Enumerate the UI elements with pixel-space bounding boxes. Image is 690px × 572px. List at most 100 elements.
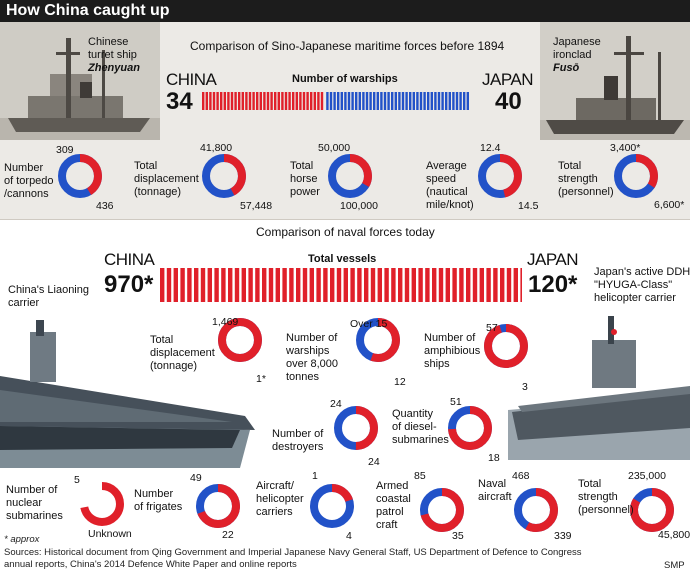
vessels-china-bar-17 [268, 268, 274, 302]
warships-japan-bar-40 [466, 92, 469, 110]
vessels-china-bar-13 [241, 268, 246, 302]
modern-donut-7-china-value: 49 [190, 472, 202, 484]
modern-donut-3 [484, 324, 528, 368]
modern-donut-1-label-line: (tonnage) [150, 360, 198, 372]
japan-warships-value: 40 [495, 88, 522, 115]
modern-donut-2-label-line: Number of [286, 332, 338, 344]
vessels-china-bar-38 [411, 268, 416, 302]
warships-china-bar-3 [209, 92, 212, 110]
credit: SMP [664, 560, 685, 571]
warships-japan-bar-12 [365, 92, 369, 110]
modern-donut-8-label-line: Aircraft/ [256, 480, 294, 492]
warships-japan-bar-21 [398, 92, 401, 110]
historic-donut-1-japan-value: 436 [96, 200, 114, 212]
historic-donut-2-china-slice [202, 154, 246, 198]
modern-donut-5-label-line: of diesel- [392, 421, 437, 433]
japan-vessels-value: 120* [528, 271, 578, 298]
page-title: How China caught up [0, 0, 690, 22]
zhenyuan-photo [0, 22, 160, 140]
zhenyuan-caption: Chinese turret ship Zhenyuan [88, 36, 168, 75]
warships-china-bar-10 [234, 92, 237, 110]
modern-donut-7-label: Number of frigates [134, 488, 182, 514]
vessels-china-bar-53 [513, 268, 518, 302]
vessels-china-bar-25 [323, 268, 328, 302]
warships-japan-bar-23 [405, 92, 408, 110]
modern-donut-4-label-line: destroyers [272, 441, 324, 453]
modern-donut-1-china-slice [218, 318, 262, 362]
modern-donut-4 [334, 406, 378, 450]
warships-japan-bar-4 [337, 92, 340, 110]
modern-donut-11-label-line: (personnel) [578, 504, 634, 516]
modern-donut-9-china-value: 85 [414, 470, 426, 482]
vessels-china-bar-7 [200, 268, 206, 302]
warships-japan-bar-24 [409, 92, 412, 110]
warships-japan-bar-32 [437, 92, 441, 110]
modern-donut-8-china-slice [310, 484, 354, 528]
warships-china-bar-4 [212, 92, 216, 110]
modern-donut-5 [448, 406, 492, 450]
warships-japan-bar-15 [376, 92, 379, 110]
warships-china-bar-7 [223, 92, 226, 110]
modern-donut-10-china-value: 468 [512, 470, 530, 482]
modern-donut-6-label-line: Number of [6, 484, 58, 496]
modern-donut-4-china-slice [334, 406, 378, 450]
vessels-china-bar-9 [214, 268, 219, 302]
warships-china-bar-17 [259, 92, 262, 110]
vessels-china-bar-1 [160, 268, 165, 302]
vessels-heading: Total vessels [308, 253, 377, 265]
modern-donut-7 [196, 484, 240, 528]
fuso-photo [540, 22, 690, 140]
vessels-china-bar-12 [234, 268, 240, 302]
modern-donut-2-label: Number of warships over 8,000 tonnes [286, 332, 338, 384]
historic-donut-1-label-line: of torpedo [4, 175, 54, 187]
sources: Sources: Historical document from Qing G… [4, 547, 644, 570]
historic-donut-2-japan-value: 57,448 [240, 200, 273, 212]
warships-japan-bar-38 [459, 92, 462, 110]
sources-line2: annual reports, China's 2014 Defence Whi… [4, 558, 297, 570]
historic-donut-3-label-line: Total [290, 160, 314, 172]
modern-donut-10-japan-value: 339 [554, 530, 572, 542]
warships-japan-bar-36 [452, 92, 455, 110]
modern-donut-2-label-line: over 8,000 [286, 358, 338, 370]
modern-donut-11-label-line: strength [578, 491, 618, 503]
vessels-china-bar-34 [384, 268, 389, 302]
modern-donut-9-label: Armed coastal patrol craft [376, 480, 411, 532]
modern-donut-8-japan-value: 4 [346, 530, 352, 542]
warships-japan-bar-6 [344, 92, 347, 110]
vessels-china-bar-43 [445, 268, 450, 302]
modern-heading: Comparison of naval forces today [256, 225, 435, 239]
historic-donut-3-china-value: 50,000 [318, 142, 351, 154]
modern-donut-7-label-line: Number [134, 488, 174, 500]
historic-donut-2-label-line: (tonnage) [134, 186, 182, 198]
vessels-china-bar-21 [296, 268, 301, 302]
historic-donut-5-label-line: (personnel) [558, 186, 614, 198]
vessels-china-bar-36 [398, 268, 403, 302]
warships-china-bar-8 [227, 92, 230, 110]
historic-donut-1 [58, 154, 102, 198]
vessels-china-bar-18 [275, 268, 280, 302]
modern-donut-9-label-line: patrol [376, 506, 404, 518]
footnote: * approx [4, 534, 40, 545]
sources-line1: Sources: Historical document from Qing G… [4, 547, 582, 558]
modern-donut-6-china-value: 5 [74, 474, 80, 486]
modern-donut-6-label-line: nuclear [6, 497, 43, 509]
warships-japan-bar-34 [445, 92, 448, 110]
fuso-caption-line2: ironclad [553, 49, 592, 61]
modern-donut-8-label-line: carriers [256, 506, 293, 518]
modern-donut-4-japan-value: 24 [368, 456, 380, 468]
liaoning-caption-line1: China's Liaoning [8, 284, 89, 296]
vessels-china-bar-16 [262, 268, 267, 302]
warships-china-bar-29 [302, 92, 306, 110]
modern-donut-4-china-value: 24 [330, 398, 342, 410]
warships-china-bar-25 [288, 92, 291, 110]
historic-donut-3-label-line: horse [290, 173, 318, 185]
warships-china-bar-16 [256, 92, 259, 110]
vessels-china-bar-22 [302, 268, 308, 302]
modern-donut-3-label-line: ships [424, 358, 450, 370]
warships-japan-bar-17 [383, 92, 387, 110]
modern-donut-3-label-line: amphibious [424, 345, 481, 357]
historic-donut-5 [614, 154, 658, 198]
vessels-china-bar-31 [364, 268, 369, 302]
vessels-china-bar-45 [459, 268, 464, 302]
hyuga-caption: Japan's active DDH "HYUGA-Class" helicop… [594, 266, 690, 305]
